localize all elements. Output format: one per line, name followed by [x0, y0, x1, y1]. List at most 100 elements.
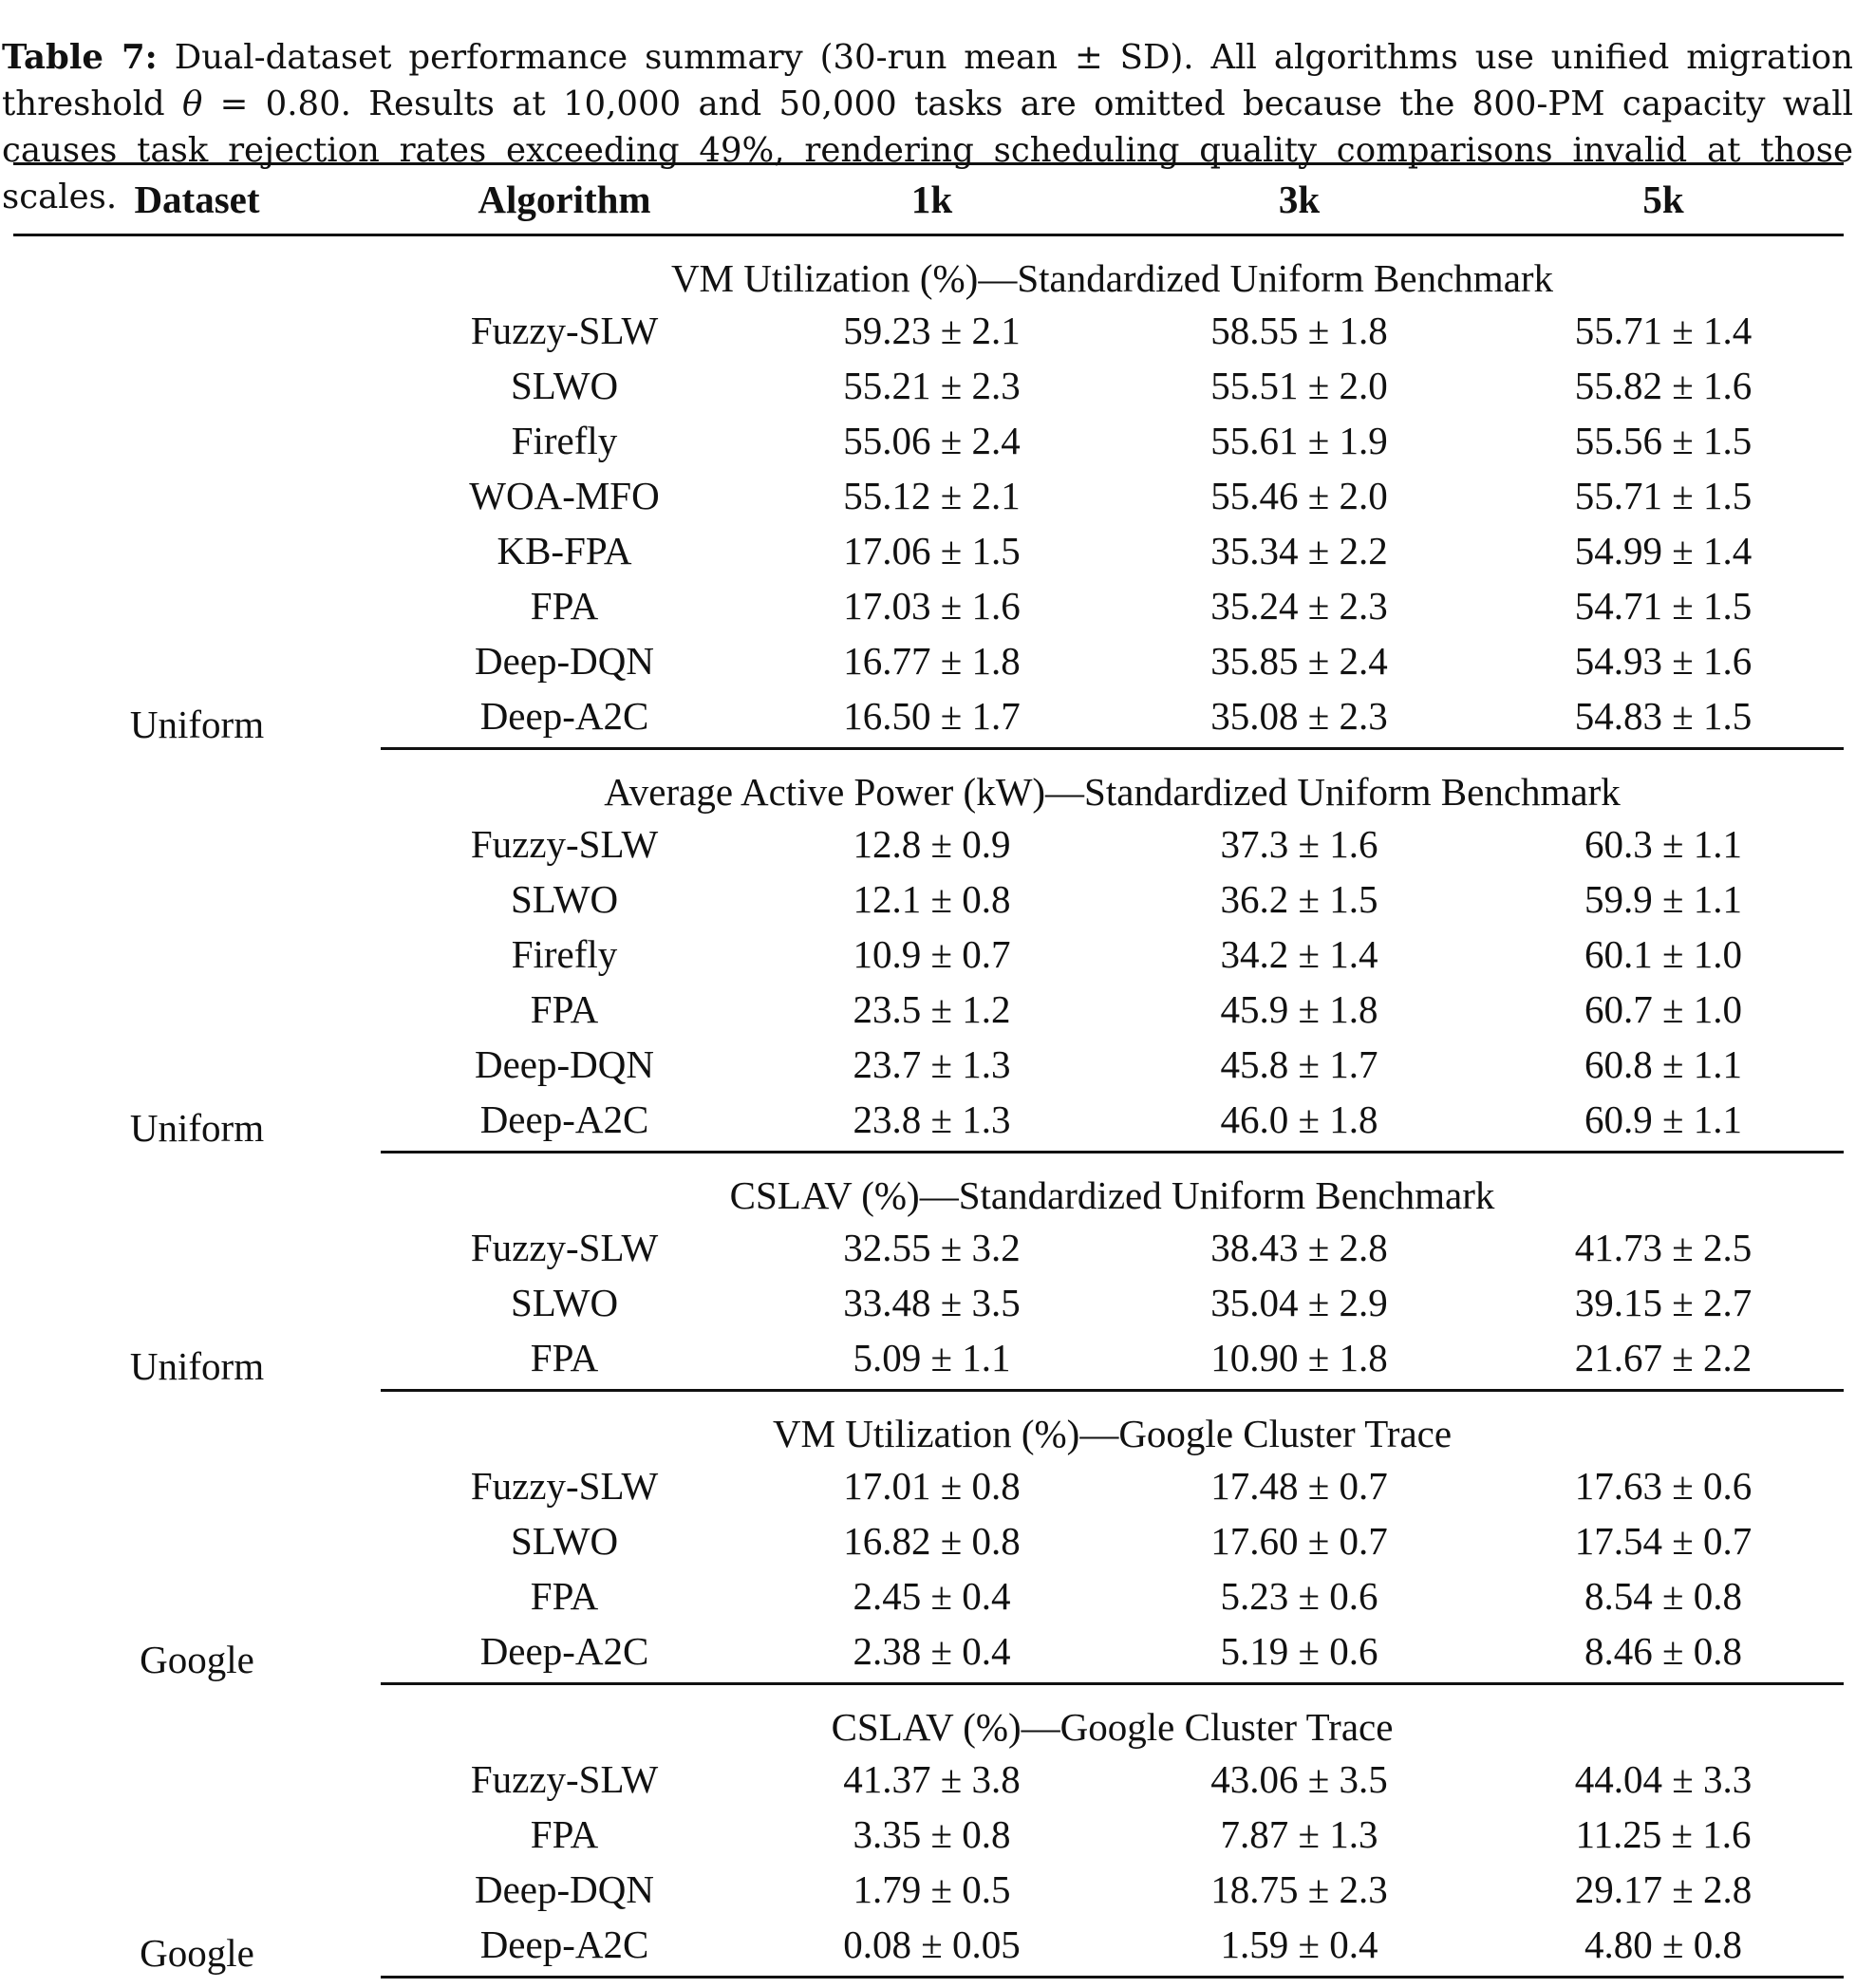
algorithm-cell: Fuzzy-SLW: [470, 309, 659, 352]
value-1k-cell: 41.37 ± 3.8: [843, 1757, 1021, 1801]
value-1k-cell: 23.8 ± 1.3: [748, 1092, 1115, 1153]
value-3k-cell: 17.60 ± 0.7: [1210, 1519, 1388, 1563]
value-5k-cell: 54.99 ± 1.4: [1574, 529, 1753, 572]
value-1k-cell: 55.12 ± 2.1: [843, 474, 1021, 517]
group-title-row: Uniform CSLAV (%)—Standardized Uniform Be…: [13, 1153, 1844, 1388]
value-5k-cell: 17.54 ± 0.7: [1574, 1519, 1753, 1563]
header-3k: 3k: [1115, 162, 1483, 236]
value-1k-cell: 33.48 ± 3.5: [843, 1281, 1021, 1324]
value-5k-cell: 60.9 ± 1.1: [1483, 1092, 1844, 1153]
value-3k-cell: 35.08 ± 2.3: [1115, 688, 1483, 750]
algorithm-cell: KB-FPA: [497, 529, 632, 572]
value-1k-cell: 32.55 ± 3.2: [843, 1226, 1021, 1269]
value-5k-cell: 39.15 ± 2.7: [1574, 1281, 1753, 1324]
header-algorithm: Algorithm: [381, 162, 748, 236]
value-5k-cell: 55.71 ± 1.5: [1574, 474, 1753, 517]
value-5k-cell: 55.82 ± 1.6: [1574, 364, 1753, 407]
value-5k-cell: 29.17 ± 2.8: [1574, 1867, 1753, 1911]
algorithm-cell: Deep-DQN: [475, 1042, 654, 1086]
table-group: Uniform Average Active Power (kW)—Standar…: [13, 749, 1844, 1153]
value-5k-cell: 55.56 ± 1.5: [1574, 419, 1753, 462]
value-5k-cell: 8.46 ± 0.8: [1483, 1623, 1844, 1685]
value-1k-cell: 55.06 ± 2.4: [843, 419, 1021, 462]
value-3k-cell: 46.0 ± 1.8: [1115, 1092, 1483, 1153]
algorithm-cell: SLWO: [510, 1281, 619, 1324]
table-row: Fuzzy-SLW 59.23 ± 2.1 58.55 ± 1.8 55.71 ± 1…: [13, 303, 1844, 358]
value-3k-cell: 35.04 ± 2.9: [1210, 1281, 1388, 1324]
value-3k-cell: 55.46 ± 2.0: [1210, 474, 1388, 517]
group-title: CSLAV (%)—Google Cluster Trace: [831, 1705, 1394, 1749]
value-3k-cell: 35.24 ± 2.3: [1210, 584, 1388, 628]
value-1k-cell: 16.50 ± 1.7: [748, 688, 1115, 750]
value-3k-cell: 58.55 ± 1.8: [1210, 309, 1388, 352]
algorithm-cell: Deep-A2C: [381, 1917, 748, 1979]
value-1k-cell: 1.79 ± 0.5: [853, 1867, 1011, 1911]
table-row: KB-FPA 17.06 ± 1.5 35.34 ± 2.2 54.99 ± 1.4: [13, 523, 1844, 578]
value-5k-cell: 54.83 ± 1.5: [1483, 688, 1844, 750]
results-table: Dataset Algorithm 1k 3k 5k Uniform VM Uti…: [13, 162, 1844, 1979]
table-group: Uniform CSLAV (%)—Standardized Uniform Be…: [13, 1153, 1844, 1392]
value-3k-cell: 10.90 ± 1.8: [1115, 1330, 1483, 1392]
group-title-row: Google VM Utilization (%)—Google Cluster …: [13, 1391, 1844, 1681]
table-row: Firefly 55.06 ± 2.4 55.61 ± 1.9 55.56 ± 1.5: [13, 413, 1844, 468]
table-group: Google CSLAV (%)—Google Cluster Trace Fuzz…: [13, 1684, 1844, 1979]
algorithm-cell: WOA-MFO: [469, 474, 660, 517]
table-row: Deep-A2C 2.38 ± 0.4 5.19 ± 0.6 8.46 ± 0.8: [13, 1623, 1844, 1685]
group-title-row: Uniform Average Active Power (kW)—Standar…: [13, 749, 1844, 1150]
table-row: FPA 17.03 ± 1.6 35.24 ± 2.3 54.71 ± 1.5: [13, 578, 1844, 633]
value-1k-cell: 17.01 ± 0.8: [843, 1464, 1021, 1508]
table-row: SLWO 55.21 ± 2.3 55.51 ± 2.0 55.82 ± 1.6: [13, 358, 1844, 413]
value-3k-cell: 5.23 ± 0.6: [1220, 1574, 1378, 1618]
group-title-row: Uniform VM Utilization (%)—Standardized U…: [13, 235, 1844, 746]
value-3k-cell: 35.34 ± 2.2: [1210, 529, 1388, 572]
table-row: Fuzzy-SLW 41.37 ± 3.8 43.06 ± 3.5 44.04 ± 3…: [13, 1752, 1844, 1807]
group-title: CSLAV (%)—Standardized Uniform Benchmark: [729, 1173, 1495, 1217]
value-1k-cell: 16.82 ± 0.8: [843, 1519, 1021, 1563]
value-5k-cell: 54.93 ± 1.6: [1574, 639, 1753, 683]
value-5k-cell: 55.71 ± 1.4: [1574, 309, 1753, 352]
value-1k-cell: 2.45 ± 0.4: [853, 1574, 1011, 1618]
table-row: SLWO 33.48 ± 3.5 35.04 ± 2.9 39.15 ± 2.7: [13, 1275, 1844, 1330]
value-3k-cell: 5.19 ± 0.6: [1115, 1623, 1483, 1685]
dataset-cell: Uniform: [129, 1105, 265, 1150]
algorithm-cell: Firefly: [511, 932, 618, 976]
value-3k-cell: 35.85 ± 2.4: [1210, 639, 1388, 683]
dataset-cell: Uniform: [129, 1343, 265, 1388]
algorithm-cell: Fuzzy-SLW: [470, 1464, 659, 1508]
table-row: Deep-DQN 1.79 ± 0.5 18.75 ± 2.3 29.17 ± 2.8: [13, 1862, 1844, 1917]
algorithm-cell: Fuzzy-SLW: [470, 1226, 659, 1269]
algorithm-cell: FPA: [530, 987, 599, 1031]
group-title-row: Google CSLAV (%)—Google Cluster Trace: [13, 1684, 1844, 1975]
value-5k-cell: 41.73 ± 2.5: [1574, 1226, 1753, 1269]
header-1k: 1k: [748, 162, 1115, 236]
value-3k-cell: 17.48 ± 0.7: [1210, 1464, 1388, 1508]
algorithm-cell: Deep-A2C: [381, 1092, 748, 1153]
algorithm-cell: Deep-A2C: [381, 688, 748, 750]
value-3k-cell: 45.9 ± 1.8: [1220, 987, 1378, 1031]
table-row: FPA 5.09 ± 1.1 10.90 ± 1.8 21.67 ± 2.2: [13, 1330, 1844, 1392]
value-1k-cell: 17.06 ± 1.5: [843, 529, 1021, 572]
value-5k-cell: 8.54 ± 0.8: [1584, 1574, 1742, 1618]
value-3k-cell: 43.06 ± 3.5: [1210, 1757, 1388, 1801]
table-row: Fuzzy-SLW 32.55 ± 3.2 38.43 ± 2.8 41.73 ± 2…: [13, 1220, 1844, 1275]
value-3k-cell: 7.87 ± 1.3: [1220, 1812, 1378, 1856]
value-5k-cell: 60.3 ± 1.1: [1584, 822, 1742, 866]
group-title: Average Active Power (kW)—Standardized U…: [604, 770, 1621, 814]
value-3k-cell: 34.2 ± 1.4: [1220, 932, 1378, 976]
table-row: FPA 2.45 ± 0.4 5.23 ± 0.6 8.54 ± 0.8: [13, 1568, 1844, 1623]
table-row: WOA-MFO 55.12 ± 2.1 55.46 ± 2.0 55.71 ± 1.5: [13, 468, 1844, 523]
value-1k-cell: 23.5 ± 1.2: [853, 987, 1011, 1031]
table-row: SLWO 16.82 ± 0.8 17.60 ± 0.7 17.54 ± 0.7: [13, 1513, 1844, 1568]
caption-label: Table 7:: [2, 37, 158, 77]
table-row: Deep-A2C 0.08 ± 0.05 1.59 ± 0.4 4.80 ± 0.8: [13, 1917, 1844, 1979]
value-5k-cell: 11.25 ± 1.6: [1575, 1812, 1752, 1856]
group-title: VM Utilization (%)—Google Cluster Trace: [772, 1412, 1453, 1455]
value-1k-cell: 2.38 ± 0.4: [748, 1623, 1115, 1685]
table-row: Fuzzy-SLW 17.01 ± 0.8 17.48 ± 0.7 17.63 ± 0…: [13, 1458, 1844, 1513]
value-5k-cell: 17.63 ± 0.6: [1574, 1464, 1753, 1508]
table-row: Fuzzy-SLW 12.8 ± 0.9 37.3 ± 1.6 60.3 ± 1.1: [13, 816, 1844, 872]
algorithm-cell: Deep-DQN: [475, 1867, 654, 1911]
value-5k-cell: 60.8 ± 1.1: [1584, 1042, 1742, 1086]
value-5k-cell: 60.7 ± 1.0: [1584, 987, 1742, 1031]
